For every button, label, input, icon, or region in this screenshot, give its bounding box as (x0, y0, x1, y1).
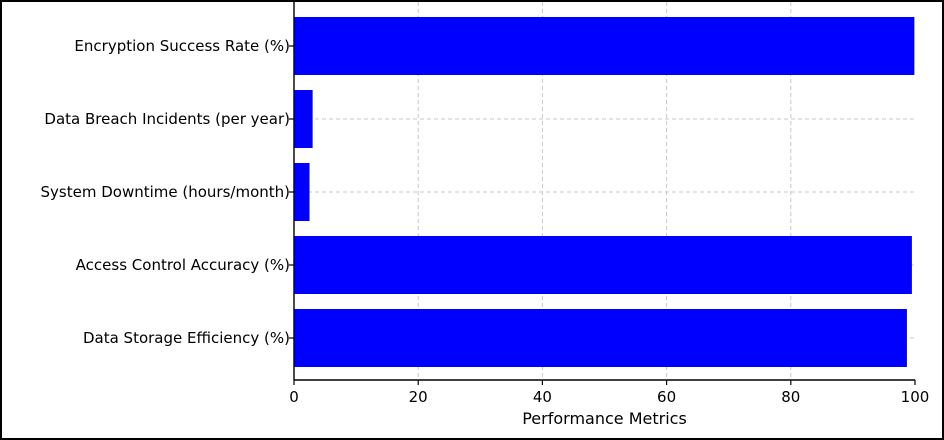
x-tick-label: 80 (781, 388, 800, 406)
category-label: System Downtime (hours/month) (41, 183, 290, 201)
x-tick-label: 100 (901, 388, 930, 406)
bar (294, 309, 907, 367)
bar (294, 17, 915, 75)
category-label: Encryption Success Rate (%) (74, 37, 290, 55)
axes (293, 2, 915, 381)
category-label: Access Control Accuracy (%) (76, 256, 290, 274)
x-tick-label: 0 (289, 388, 299, 406)
bar (294, 236, 912, 294)
bars (294, 17, 915, 367)
x-tick-label: 60 (657, 388, 676, 406)
x-tick-label: 40 (533, 388, 552, 406)
bar (294, 90, 313, 148)
bar (294, 163, 310, 221)
category-label: Data Storage Efficiency (%) (83, 329, 290, 347)
x-tick-label: 20 (409, 388, 428, 406)
category-label: Data Breach Incidents (per year) (44, 110, 290, 128)
category-labels: Encryption Success Rate (%) Data Breach I… (41, 37, 294, 347)
x-tick-labels: 0 20 40 60 80 100 (289, 380, 929, 406)
x-axis-label: Performance Metrics (522, 409, 687, 428)
